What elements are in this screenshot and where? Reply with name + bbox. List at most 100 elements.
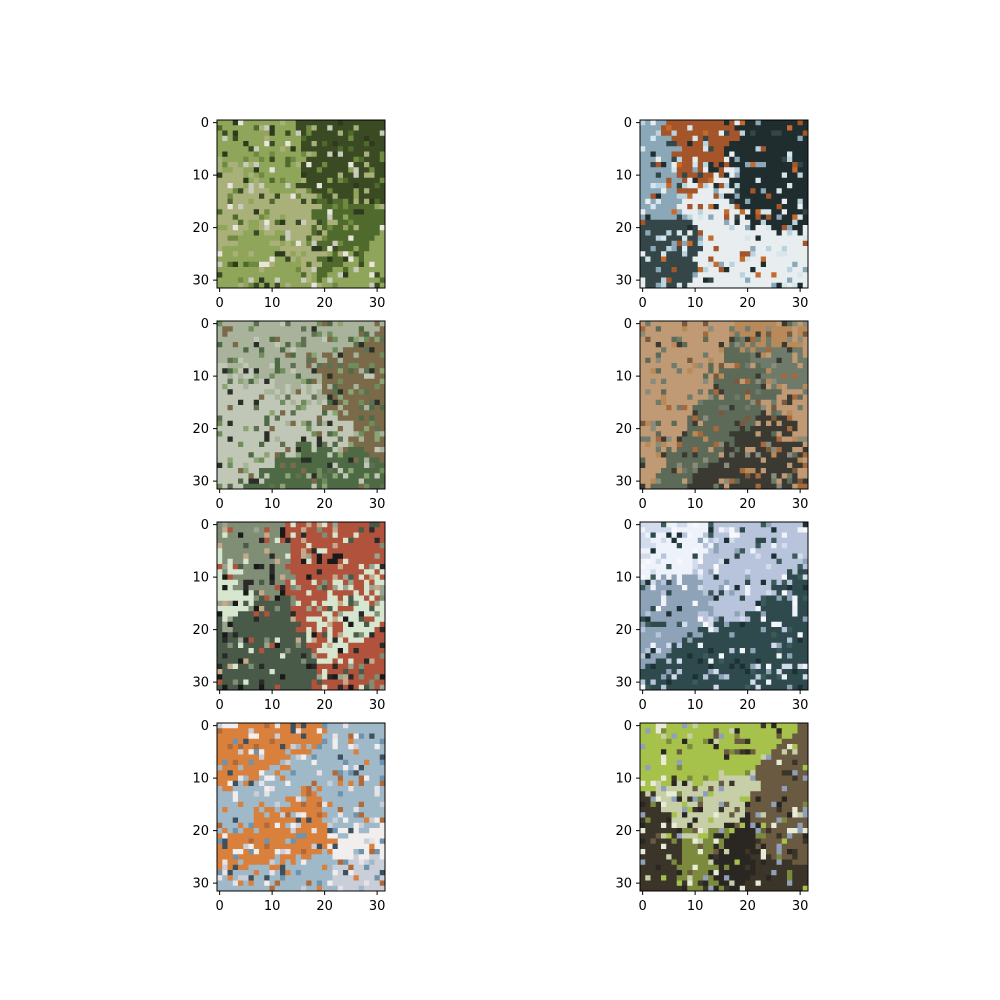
image-pixel [280, 198, 286, 205]
image-pixel [269, 483, 276, 490]
image-pixel [238, 172, 244, 179]
image-pixel [379, 167, 386, 173]
image-pixel [697, 261, 704, 268]
image-pixel [353, 183, 360, 189]
image-pixel [750, 405, 756, 411]
image-pixel [259, 156, 265, 163]
image-pixel [280, 331, 286, 338]
image-pixel [379, 326, 386, 332]
image-pixel [734, 342, 741, 348]
image-pixel [703, 452, 709, 458]
image-pixel [645, 261, 651, 268]
image-pixel [343, 246, 349, 252]
image-pixel [729, 352, 735, 359]
image-pixel [802, 410, 809, 416]
image-pixel [316, 426, 323, 432]
image-pixel [708, 378, 714, 385]
image-pixel [745, 347, 751, 353]
image-pixel [797, 267, 804, 273]
image-pixel [348, 342, 354, 348]
image-pixel [713, 156, 720, 163]
image-pixel [343, 420, 349, 427]
image-pixel [771, 321, 777, 327]
image-pixel [734, 363, 741, 369]
image-pixel [797, 156, 804, 163]
image-pixel [655, 120, 662, 126]
image-pixel [222, 230, 228, 236]
image-pixel [311, 527, 318, 533]
image-pixel [745, 394, 751, 401]
image-pixel [227, 368, 234, 374]
image-pixel [264, 120, 270, 126]
image-pixel [238, 569, 244, 575]
image-pixel [316, 616, 323, 623]
image-pixel [259, 579, 265, 586]
image-pixel [755, 483, 762, 490]
image-pixel [379, 441, 386, 448]
image-pixel [311, 240, 318, 247]
image-pixel [343, 219, 349, 226]
image-pixel [713, 441, 720, 448]
image-pixel [301, 156, 307, 163]
image-pixel [274, 384, 281, 390]
image-pixel [692, 141, 699, 147]
image-pixel [306, 600, 312, 607]
image-pixel [269, 120, 276, 126]
image-pixel [379, 357, 386, 364]
image-pixel [259, 130, 265, 137]
image-pixel [745, 321, 751, 327]
image-pixel [264, 532, 270, 539]
image-pixel [718, 172, 725, 179]
image-pixel [222, 420, 228, 427]
image-pixel [655, 256, 662, 263]
image-pixel [776, 219, 783, 226]
image-pixel [301, 548, 307, 554]
image-pixel [787, 405, 793, 411]
image-pixel [322, 452, 328, 458]
image-pixel [259, 240, 265, 247]
image-pixel [750, 378, 756, 385]
image-pixel [280, 214, 286, 221]
image-pixel [227, 569, 234, 575]
image-pixel [348, 251, 354, 257]
image-pixel [364, 225, 370, 231]
image-pixel [295, 621, 302, 628]
image-pixel [703, 431, 709, 437]
image-pixel [222, 627, 228, 633]
image-pixel [322, 595, 328, 602]
image-pixel [692, 120, 699, 126]
image-pixel [645, 378, 651, 385]
image-pixel [295, 642, 302, 649]
image-pixel [243, 183, 249, 189]
image-pixel [755, 352, 762, 359]
image-pixel [645, 415, 651, 422]
image-pixel [264, 399, 270, 406]
image-pixel [327, 537, 333, 544]
image-pixel [264, 209, 270, 215]
image-pixel [322, 352, 328, 359]
image-pixel [671, 141, 678, 147]
image-pixel [766, 473, 772, 479]
image-pixel [661, 261, 667, 268]
image-pixel [316, 120, 323, 126]
image-pixel [666, 326, 672, 332]
image-pixel [264, 378, 270, 385]
image-pixel [269, 632, 276, 638]
image-pixel [697, 410, 704, 416]
image-pixel [671, 246, 678, 252]
image-pixel [708, 251, 714, 257]
image-pixel [692, 188, 699, 194]
image-pixel [745, 389, 751, 395]
image-pixel [285, 632, 291, 638]
image-pixel [274, 532, 281, 539]
image-pixel [655, 162, 662, 168]
image-pixel [337, 648, 344, 654]
image-pixel [332, 177, 339, 184]
image-pixel [787, 483, 793, 490]
image-pixel [316, 457, 323, 464]
image-pixel [353, 368, 360, 374]
image-pixel [692, 368, 699, 374]
image-pixel [327, 183, 333, 189]
image-pixel [792, 267, 798, 273]
image-pixel [724, 462, 730, 469]
